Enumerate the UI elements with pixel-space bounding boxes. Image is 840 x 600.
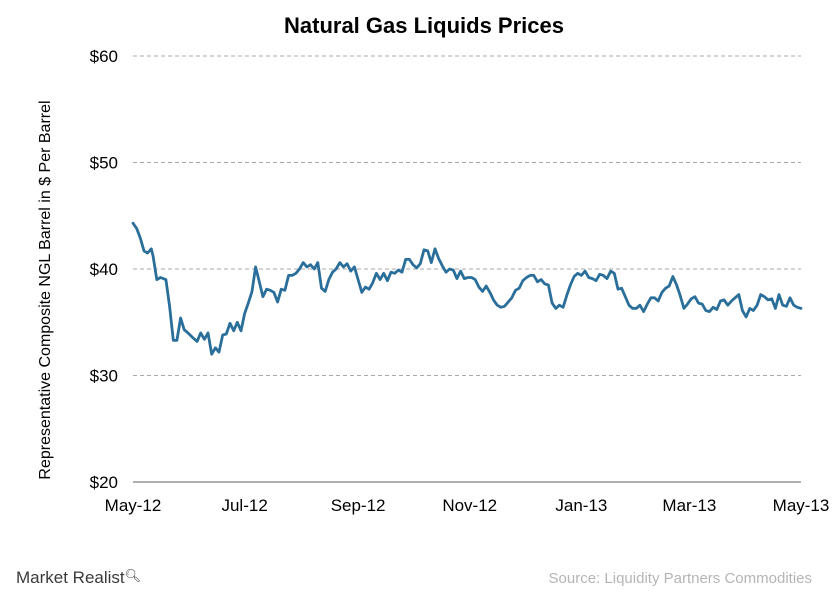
y-axis-ticks: $60 $50 $40 $30 $20 bbox=[90, 47, 118, 492]
x-tick-label: Mar-13 bbox=[662, 496, 716, 515]
y-tick-label: $30 bbox=[90, 367, 118, 386]
x-tick-label: Jul-12 bbox=[221, 496, 267, 515]
y-tick-label: $20 bbox=[90, 473, 118, 492]
x-tick-label: May-12 bbox=[105, 496, 162, 515]
x-axis-ticks: May-12 Jul-12 Sep-12 Nov-12 Jan-13 Mar-13 May-… bbox=[105, 496, 830, 515]
y-tick-label: $40 bbox=[90, 260, 118, 279]
x-tick-label: Jan-13 bbox=[555, 496, 607, 515]
gridlines bbox=[133, 55, 801, 376]
x-tick-label: Sep-12 bbox=[331, 496, 386, 515]
chart-title: Natural Gas Liquids Prices bbox=[284, 13, 564, 38]
series-group bbox=[131, 221, 803, 356]
magnifier-icon: 🔍︎ bbox=[124, 568, 142, 583]
brand-logo: Market Realist🔍︎ bbox=[16, 568, 141, 588]
series-line-0 bbox=[131, 221, 803, 356]
brand-name: Market Realist bbox=[16, 568, 125, 587]
x-tick-label: May-13 bbox=[773, 496, 830, 515]
y-tick-label: $50 bbox=[90, 154, 118, 173]
source-note: Source: Liquidity Partners Commodities bbox=[548, 570, 812, 587]
y-tick-label: $60 bbox=[90, 47, 118, 66]
x-tick-label: Nov-12 bbox=[442, 496, 497, 515]
y-axis-label: Representative Composite NGL Barrel in $… bbox=[37, 100, 54, 479]
